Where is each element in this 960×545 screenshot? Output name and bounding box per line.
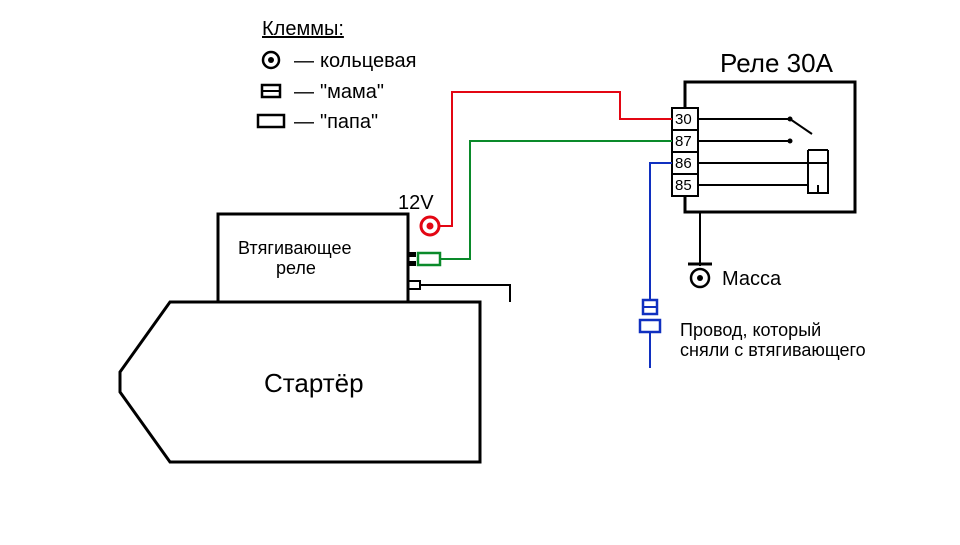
- legend-papa-icon: [258, 115, 284, 127]
- wiring-svg: [0, 0, 960, 545]
- label-removed-wire-l2: сняли с втягивающего: [680, 340, 866, 361]
- pin-87: 87: [675, 133, 692, 150]
- legend-label-mama: "мама": [320, 81, 384, 103]
- legend-ring-icon: [263, 52, 279, 68]
- wire-red: [440, 92, 672, 226]
- pin-85: 85: [675, 177, 692, 194]
- label-ground: Масса: [722, 268, 781, 290]
- legend-mama-icon: [262, 85, 280, 97]
- relay-box: [672, 82, 855, 212]
- wire-green: [418, 141, 672, 265]
- label-relay-title: Реле 30А: [720, 48, 833, 79]
- label-solenoid-l2: реле: [276, 258, 316, 279]
- legend-label-ring: кольцевая: [320, 50, 416, 72]
- wire-ground-clean: [685, 212, 712, 287]
- label-removed-wire-l1: Провод, который: [680, 320, 821, 341]
- wire-ground: [650, 185, 700, 268]
- wire-black-solenoid: [420, 285, 510, 302]
- legend-title: Клеммы:: [262, 18, 344, 40]
- label-solenoid-l1: Втягивающее: [238, 238, 352, 259]
- legend-dash-2: —: [294, 81, 314, 103]
- pin-30: 30: [675, 111, 692, 128]
- legend-dash-3: —: [294, 111, 314, 133]
- label-12v: 12V: [398, 192, 434, 214]
- label-starter: Стартёр: [264, 368, 364, 399]
- legend-dash-1: —: [294, 50, 314, 72]
- pin-86: 86: [675, 155, 692, 172]
- wire-blue: [640, 163, 672, 368]
- legend-label-papa: "папа": [320, 111, 378, 133]
- diagram-canvas: Клеммы: — кольцевая — "мама" — "папа" 12…: [0, 0, 960, 545]
